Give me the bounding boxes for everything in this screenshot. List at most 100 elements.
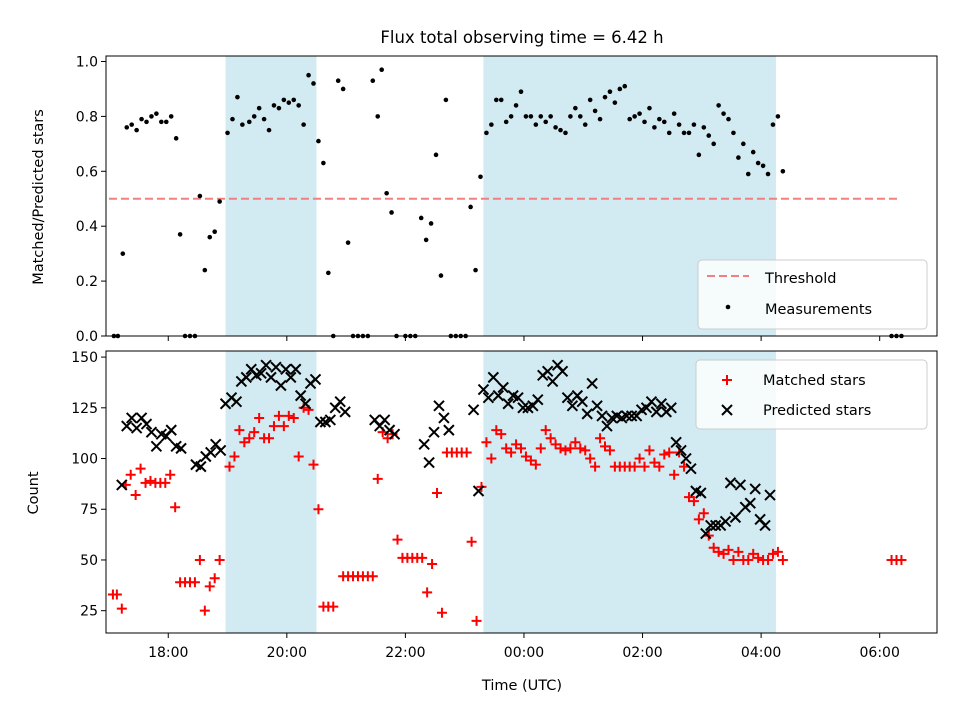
predicted-star-point	[195, 460, 207, 473]
matched-star-point	[264, 433, 275, 444]
predicted-star-point	[512, 391, 524, 404]
predicted-star-point	[428, 426, 440, 438]
predicted-star-point	[744, 497, 756, 509]
matched-star-point	[224, 461, 235, 472]
matched-star-point	[629, 461, 640, 472]
matched-star-point	[664, 447, 675, 458]
measurement-point	[523, 114, 529, 119]
y-tick-label: 0.4	[76, 219, 98, 235]
predicted-star-point	[275, 379, 287, 392]
measurement-point	[701, 125, 707, 130]
measurement-point	[770, 122, 776, 127]
measurement-point	[326, 270, 331, 276]
predicted-star-point	[497, 381, 509, 394]
matched-star-point	[679, 461, 690, 472]
predicted-star-point	[116, 479, 128, 491]
measurement-point	[711, 141, 716, 147]
predicted-star-point	[680, 452, 692, 465]
matched-star-point	[273, 410, 284, 421]
x-tick-label: 22:00	[385, 645, 425, 661]
measurement-point	[582, 122, 588, 127]
measurement-point	[706, 133, 712, 138]
top-panel: 0.0 0.2 0.4 0.6 0.8 1.0 Matched/Predicted sta…	[31, 54, 938, 345]
predicted-star-point	[556, 365, 569, 377]
matched-star-point	[254, 412, 265, 423]
matched-star-point	[669, 469, 680, 480]
predicted-star-point	[443, 424, 455, 436]
predicted-star-point	[685, 462, 697, 475]
predicted-star-point	[759, 519, 771, 532]
measurement-point	[149, 114, 154, 119]
measurement-point	[617, 86, 623, 92]
matched-star-point	[372, 473, 383, 484]
measurement-point	[745, 171, 751, 177]
measurement-point	[607, 89, 613, 94]
matched-star-point	[308, 459, 319, 470]
predicted-star-point	[591, 400, 603, 412]
top-y-axis-ticks: 0.0 0.2 0.4 0.6 0.8 1.0	[76, 54, 106, 345]
matched-star-point	[595, 433, 606, 444]
measurement-point	[335, 78, 341, 84]
predicted-star-point	[566, 400, 579, 412]
predicted-star-point	[334, 396, 346, 408]
predicted-star-point	[309, 373, 322, 386]
matched-star-point	[471, 615, 482, 626]
matched-star-point	[466, 536, 477, 547]
predicted-star-point	[467, 404, 480, 416]
measurement-point	[468, 204, 473, 210]
predicted-star-point	[487, 371, 500, 384]
measurement-point	[780, 168, 786, 174]
measurement-point	[423, 237, 429, 243]
measurement-point	[225, 130, 230, 136]
predicted-star-point	[438, 412, 450, 424]
measurement-point	[573, 105, 578, 111]
matched-star-point	[125, 469, 136, 480]
measurement-point	[508, 114, 514, 119]
measurement-point	[622, 83, 628, 89]
y-tick-label: 100	[71, 452, 98, 468]
matched-star-point	[644, 445, 655, 456]
measurement-point	[144, 119, 149, 125]
predicted-star-point	[546, 375, 559, 388]
x-axis-label: Time (UTC)	[481, 678, 562, 694]
matched-star-point	[659, 449, 670, 460]
matched-star-point	[268, 421, 279, 432]
top-axes-frame	[105, 55, 938, 337]
predicted-star-point	[705, 519, 717, 532]
measurement-point	[657, 116, 662, 122]
predicted-star-point	[388, 428, 401, 440]
measurement-point	[473, 267, 478, 273]
x-tick-label: 06:00	[860, 645, 900, 661]
x-tick-label: 20:00	[267, 645, 307, 661]
matched-star-point	[723, 544, 734, 555]
measurement-point	[612, 100, 618, 105]
predicted-star-point	[576, 396, 588, 408]
bottom-legend: Matched stars Predicted stars	[695, 359, 928, 430]
matched-star-point	[481, 437, 492, 448]
top-y-axis-label: Matched/Predicted stars	[31, 109, 47, 285]
matched-star-point	[590, 461, 601, 472]
matched-star-point	[565, 443, 576, 454]
predicted-legend-label: Predicted stars	[763, 403, 871, 419]
predicted-star-point	[695, 487, 707, 499]
predicted-star-point	[339, 406, 351, 418]
measurement-point	[627, 116, 632, 122]
matched-star-point	[516, 443, 527, 454]
matched-star-point	[713, 546, 724, 557]
matched-star-point	[896, 554, 907, 565]
matched-star-point	[743, 554, 754, 565]
measurement-point	[266, 127, 272, 133]
matched-star-point	[763, 554, 774, 565]
matched-legend-label: Matched stars	[763, 373, 866, 389]
predicted-star-point	[280, 363, 292, 375]
y-tick-label: 50	[80, 553, 98, 569]
chart-title: Flux total observing time = 6.42 h	[380, 28, 663, 47]
measurement-point	[533, 122, 539, 127]
matched-star-point	[293, 451, 304, 462]
x-tick-label: 04:00	[741, 645, 781, 661]
predicted-star-point	[655, 398, 668, 410]
matched-star-point	[772, 546, 783, 557]
predicted-star-point	[581, 408, 593, 420]
measurement-point	[498, 97, 504, 103]
